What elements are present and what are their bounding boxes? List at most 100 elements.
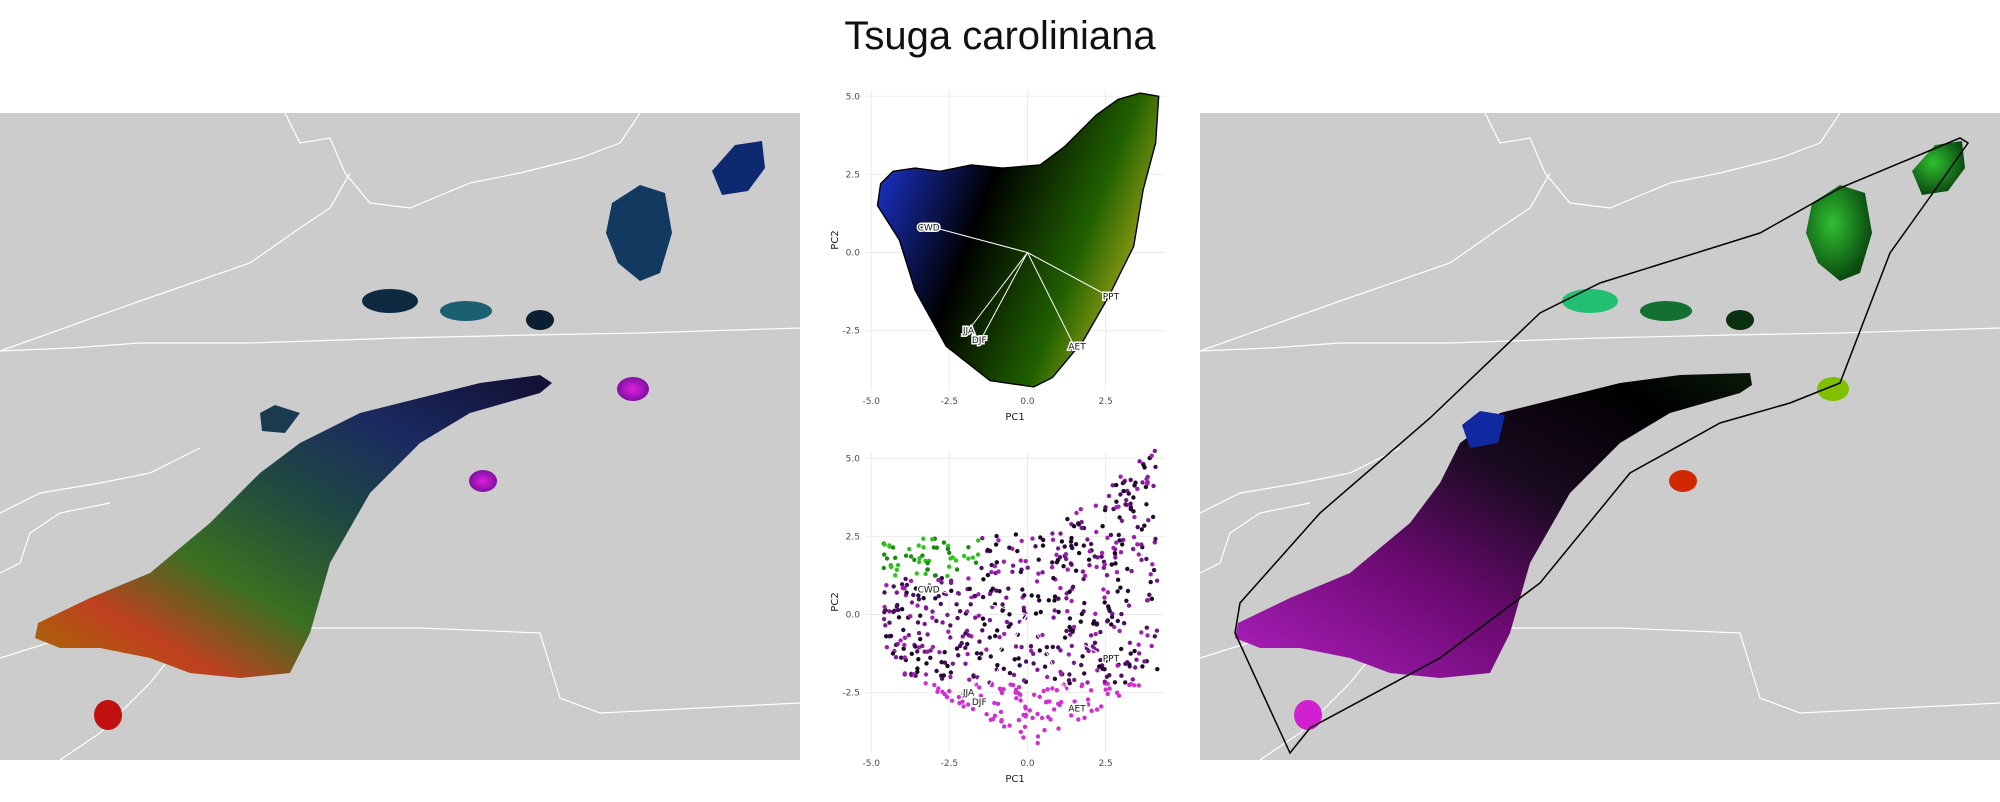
x-tick-label: -5.0 <box>862 397 880 407</box>
data-point <box>1064 596 1069 601</box>
data-point <box>1149 453 1154 458</box>
data-point <box>1114 505 1119 510</box>
data-point <box>1006 586 1011 591</box>
x-tick-label: 2.5 <box>1098 759 1112 769</box>
data-point <box>1036 557 1041 562</box>
data-point <box>1052 608 1057 613</box>
data-point <box>1021 678 1027 683</box>
data-point <box>1035 740 1040 746</box>
range-hull-outline <box>1234 137 1970 755</box>
data-point <box>1114 540 1119 545</box>
data-point <box>1045 687 1050 692</box>
data-point <box>1128 651 1133 656</box>
data-point <box>930 537 935 542</box>
data-point <box>1035 667 1040 672</box>
data-point <box>1040 543 1046 548</box>
data-point <box>992 700 997 706</box>
data-point <box>948 635 953 640</box>
data-point <box>1105 691 1110 697</box>
data-point <box>987 618 993 623</box>
vector-label-jja: JJA <box>962 327 975 337</box>
data-point <box>1120 542 1125 547</box>
data-point <box>925 632 930 637</box>
data-point <box>1107 608 1112 614</box>
data-point <box>934 668 939 674</box>
data-point <box>1054 688 1059 693</box>
data-point <box>1070 545 1075 551</box>
data-point <box>1038 609 1043 615</box>
vector-aet <box>1027 614 1075 709</box>
data-point <box>1078 619 1083 624</box>
data-point <box>911 592 916 598</box>
data-point <box>912 557 917 562</box>
data-point <box>1106 493 1112 499</box>
data-point <box>930 644 936 650</box>
data-point <box>1126 491 1131 496</box>
data-point <box>922 586 927 591</box>
data-point <box>1062 544 1067 549</box>
data-point <box>1088 633 1094 638</box>
data-point <box>1102 600 1107 605</box>
data-point <box>1050 560 1055 565</box>
data-point <box>987 591 993 597</box>
data-point <box>940 689 945 694</box>
data-point <box>1112 550 1118 556</box>
data-point <box>1114 570 1120 575</box>
data-point <box>1093 611 1098 616</box>
y-axis-label: PC2 <box>830 230 841 249</box>
data-point <box>1100 524 1105 529</box>
data-point <box>1074 510 1079 516</box>
data-point <box>1133 665 1138 670</box>
data-point <box>1132 648 1137 654</box>
x-tick-label: -2.5 <box>941 759 959 769</box>
data-point <box>939 576 944 581</box>
data-point <box>1002 724 1007 729</box>
x-tick-label: 0.0 <box>1020 397 1035 407</box>
data-point <box>1058 531 1063 536</box>
data-point <box>1127 640 1133 645</box>
data-point <box>1103 687 1108 692</box>
data-point <box>1035 594 1041 599</box>
data-point <box>887 609 892 614</box>
data-point <box>942 660 948 665</box>
data-point <box>1100 666 1105 671</box>
data-point <box>894 567 899 572</box>
data-point <box>1011 672 1017 678</box>
data-point <box>954 602 959 607</box>
vector-label-cwd: CWD <box>918 586 940 596</box>
data-point <box>1010 563 1016 568</box>
data-point <box>888 633 894 639</box>
data-point <box>1121 621 1127 626</box>
data-point <box>894 590 899 595</box>
data-point <box>1092 640 1098 645</box>
data-point <box>1063 552 1069 557</box>
data-point <box>902 655 907 660</box>
data-point <box>1010 682 1016 688</box>
data-point <box>895 607 901 613</box>
range-patch-north-2 <box>712 141 765 195</box>
data-point <box>923 672 929 677</box>
data-point <box>1148 572 1153 577</box>
y-tick-label: 0.0 <box>846 611 861 621</box>
data-point <box>1056 701 1061 706</box>
data-point <box>924 661 929 666</box>
data-point <box>965 702 971 707</box>
data-point <box>1106 604 1111 609</box>
data-point <box>1140 664 1145 669</box>
data-point <box>1025 565 1030 570</box>
data-point <box>898 638 903 643</box>
data-point <box>949 578 954 583</box>
data-point <box>1068 628 1073 633</box>
data-point <box>1094 707 1100 712</box>
data-point <box>1018 729 1023 735</box>
data-point <box>1046 598 1051 603</box>
data-point <box>1037 694 1042 699</box>
data-point <box>1052 594 1058 599</box>
data-point <box>1069 535 1074 541</box>
data-point <box>954 567 960 572</box>
data-point <box>945 612 950 618</box>
data-point <box>916 630 922 636</box>
data-point <box>895 562 901 568</box>
data-point <box>971 673 976 678</box>
data-point <box>998 709 1004 715</box>
